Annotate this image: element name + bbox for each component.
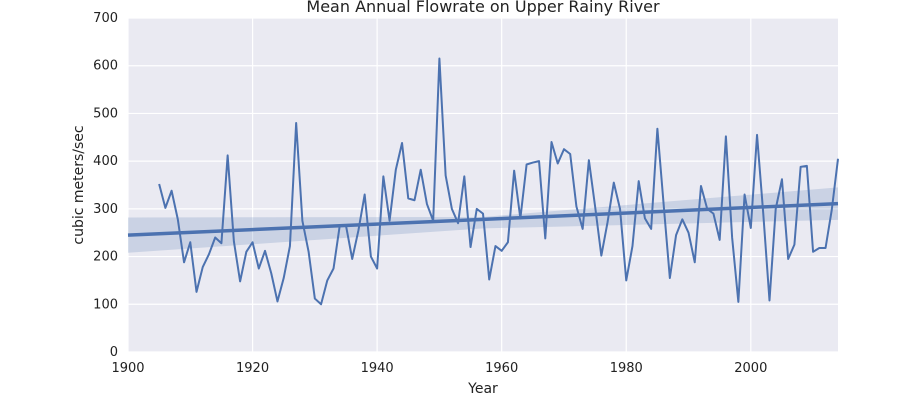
y-tick-label: 400 [93,154,118,169]
x-tick-label: 1960 [485,361,518,376]
x-tick-label: 1920 [236,361,269,376]
series-line [158,57,839,306]
chart-title: Mean Annual Flowrate on Upper Rainy Rive… [306,0,660,16]
x-tick-labels: 1900 1920 1940 1960 1980 2000 [111,361,767,376]
y-tick-label: 100 [93,297,118,312]
y-tick-label: 0 [110,345,118,360]
y-tick-label: 500 [93,106,118,121]
x-tick-label: 1980 [610,361,643,376]
y-tick-labels: 0 100 200 300 400 500 600 700 [93,11,118,360]
plot-background [128,18,838,352]
x-tick-label: 1900 [111,361,144,376]
x-tick-label: 2000 [734,361,767,376]
x-axis-label: Year [467,381,498,397]
y-axis-label: cubic meters/sec [71,125,87,244]
y-tick-label: 700 [93,11,118,26]
regression-line [127,201,839,237]
y-tick-label: 200 [93,250,118,265]
y-tick-label: 300 [93,202,118,217]
y-tick-label: 600 [93,59,118,74]
x-tick-label: 1940 [361,361,394,376]
